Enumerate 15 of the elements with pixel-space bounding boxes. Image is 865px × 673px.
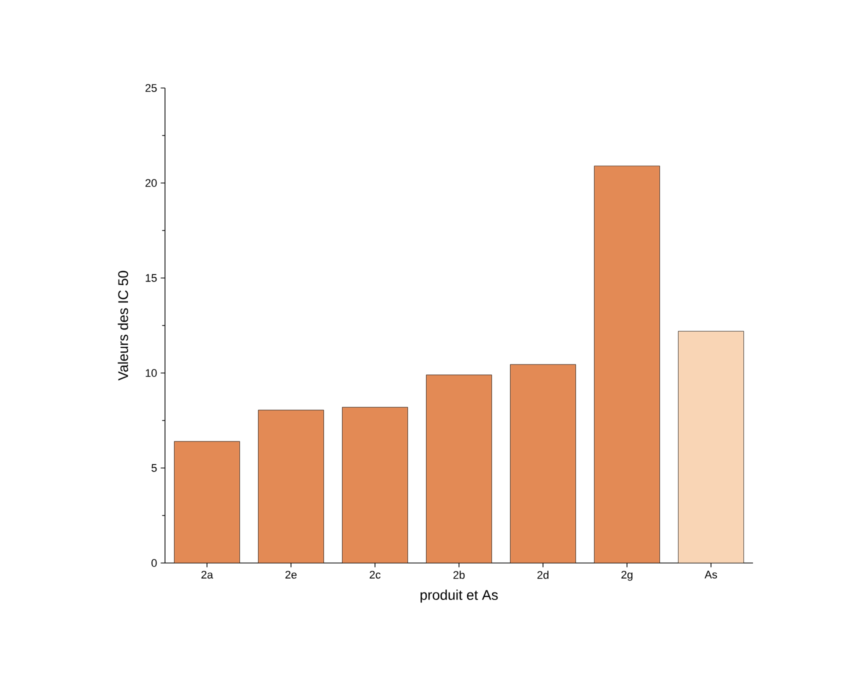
- x-tick-label: 2e: [285, 570, 297, 579]
- y-tick-label: 5: [152, 464, 157, 472]
- x-tick-label: As: [704, 570, 718, 578]
- x-tick-label: 2g: [621, 570, 632, 581]
- y-tick-label: 20: [146, 179, 157, 187]
- x-tick-label: 2b: [453, 570, 465, 579]
- y-tick-label: 25: [146, 84, 157, 92]
- y-tick-label: 0: [152, 559, 157, 567]
- x-tick-label: 2c: [370, 570, 381, 579]
- y-tick-label: 15: [146, 274, 157, 282]
- y-tick-label: 10: [146, 369, 157, 377]
- x-tick-label: 2d: [537, 570, 548, 579]
- x-axis-title: produit et As: [420, 590, 498, 603]
- x-tick-label: 2a: [201, 570, 214, 579]
- y-axis-title: Valeurs des IC 50: [118, 270, 128, 381]
